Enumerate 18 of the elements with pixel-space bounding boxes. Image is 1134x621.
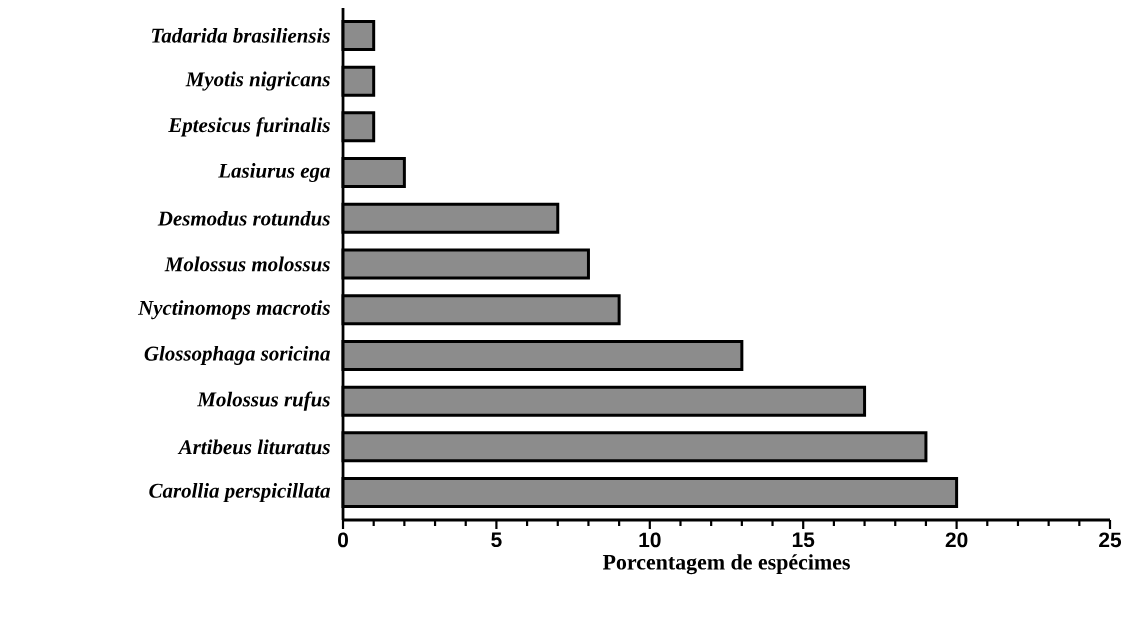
- y-tick-label: Lasiurus ega: [218, 163, 330, 183]
- x-tick-label: 10: [639, 532, 661, 548]
- x-tick-label: 0: [338, 532, 348, 548]
- y-tick-label: Glossophaga soricina: [144, 345, 330, 365]
- y-tick-label: Molossus rufus: [197, 391, 330, 411]
- y-tick-label: Desmodus rotundus: [157, 210, 330, 226]
- y-tick-label: Molossus molossus: [164, 256, 330, 272]
- y-tick-label: Tadarida brasiliensis: [151, 28, 330, 43]
- y-tick-label: Nyctinomops macrotis: [137, 300, 330, 320]
- x-tick-label: 15: [792, 532, 815, 548]
- y-tick-label: Artibeus lituratus: [177, 439, 330, 455]
- y-tick-label: Myotis nigricans: [185, 71, 330, 91]
- x-tick-label: 5: [491, 532, 502, 548]
- y-tick-label: Eptesicus furinalis: [168, 117, 330, 137]
- x-tick-label: 20: [945, 532, 968, 548]
- y-tick-label: Carollia perspicillata: [149, 483, 330, 503]
- x-tick-label: 25: [1099, 532, 1122, 548]
- x-axis-title: Porcentagem de espécimes: [602, 554, 850, 575]
